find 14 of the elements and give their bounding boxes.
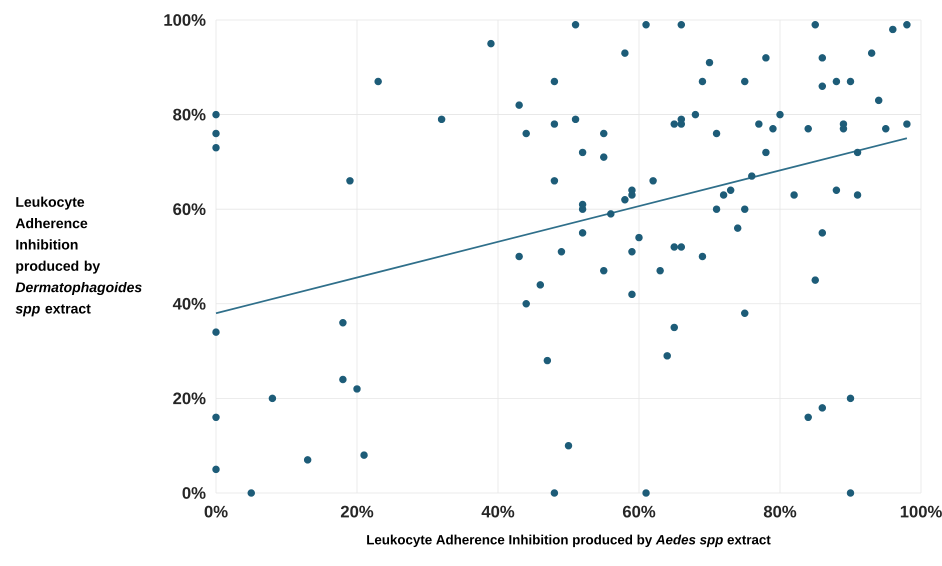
x-tick-label: 0% xyxy=(204,506,228,518)
y-tick-label: 60% xyxy=(173,203,206,216)
y-tick-label: 100% xyxy=(164,14,206,26)
y-tick-label: 80% xyxy=(173,108,206,120)
y-tick-label: 20% xyxy=(173,392,206,404)
x-tick-label: 100% xyxy=(900,506,942,518)
y-tick-label: 40% xyxy=(172,298,206,310)
x-tick-label: 40% xyxy=(482,506,514,518)
x-tick-label: 60% xyxy=(622,506,656,518)
y-axis-title: Leukocyte Adherence Inhibition produced by Dermatophagoides spp extract xyxy=(16,196,142,316)
x-tick-label: 80% xyxy=(764,506,796,518)
x-tick-label: 20% xyxy=(340,506,374,518)
y-tick-label: 0% xyxy=(182,487,206,499)
x-axis-title: Leukocyte Adherence Inhibition produced by Aedes spp extract xyxy=(367,534,771,548)
